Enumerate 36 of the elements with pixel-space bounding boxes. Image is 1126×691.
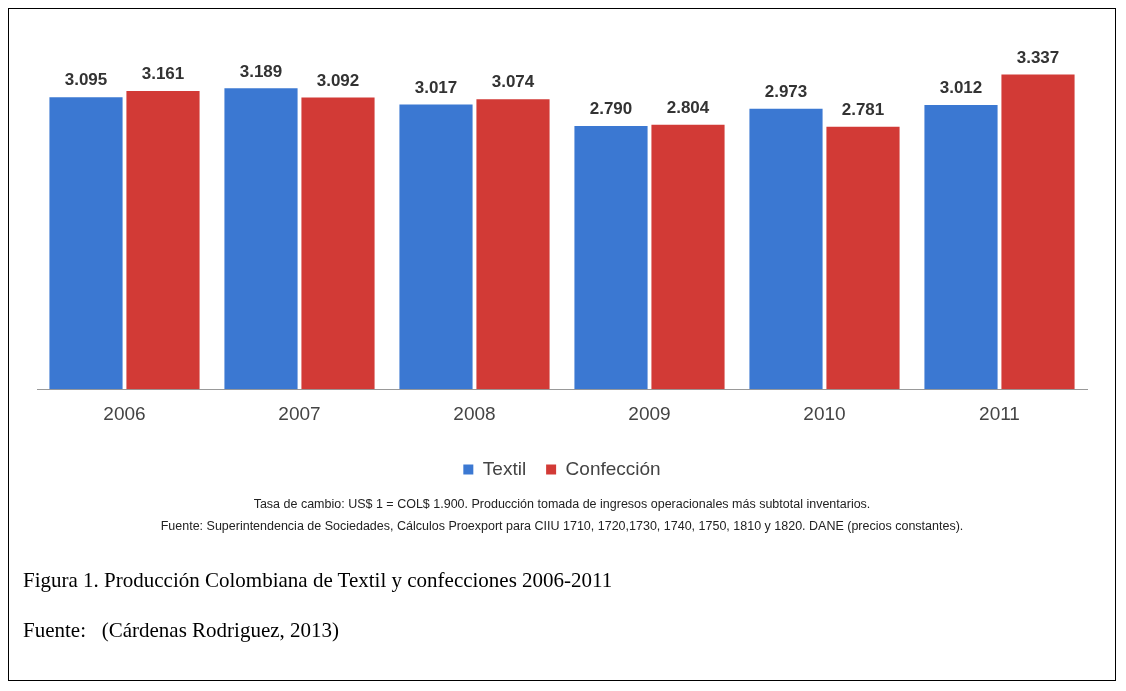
data-label: 3.012 xyxy=(939,78,983,98)
bar xyxy=(224,88,298,390)
bar xyxy=(651,124,725,390)
bar xyxy=(49,97,123,390)
bar xyxy=(301,97,375,390)
data-label: 2.790 xyxy=(589,99,633,119)
bar xyxy=(826,126,900,390)
bar xyxy=(1001,74,1075,390)
bar xyxy=(749,108,823,390)
legend-label: Textil xyxy=(482,457,527,479)
data-label: 3.074 xyxy=(491,72,535,92)
data-label: 3.017 xyxy=(414,77,458,97)
bar xyxy=(476,99,550,390)
data-label: 2.804 xyxy=(666,97,710,117)
source-note: Fuente: Superintendencia de Sociedades, Cálculos Proexport para CIIU 1710, 1720,1730, 1740, 1750, 1810 y 1820. DANE (precios constantes). xyxy=(159,518,965,535)
bar xyxy=(924,105,998,390)
x-tick-label: 2006 xyxy=(103,402,146,424)
data-label: 3.337 xyxy=(1016,47,1060,67)
bar xyxy=(574,125,648,390)
data-label: 3.161 xyxy=(141,64,185,84)
text: Figura 1. Producción Colombiana de Textil y confecciones 2006-2011 xyxy=(23,567,614,594)
x-tick-label: 2008 xyxy=(453,402,496,424)
text: Tasa de cambio: US$ 1 = COL$ 1.900. Producción tomada de ingresos operacionales más subtotal inventarios. xyxy=(252,496,872,513)
data-label: 2.973 xyxy=(764,81,808,101)
bar xyxy=(399,104,473,390)
x-tick-label: 2009 xyxy=(628,402,671,424)
legend-label: Confección xyxy=(565,457,661,479)
source-note: Fuente: (Cárdenas Rodriguez, 2013) xyxy=(23,617,341,644)
x-tick-label: 2011 xyxy=(979,402,1020,424)
data-label: 3.092 xyxy=(316,70,360,90)
data-label: 3.189 xyxy=(239,61,283,81)
data-label: 3.095 xyxy=(64,70,108,90)
data-label: 2.781 xyxy=(841,100,885,120)
x-tick-label: 2010 xyxy=(803,402,846,424)
x-tick-label: 2007 xyxy=(278,402,321,424)
bar xyxy=(126,90,200,390)
